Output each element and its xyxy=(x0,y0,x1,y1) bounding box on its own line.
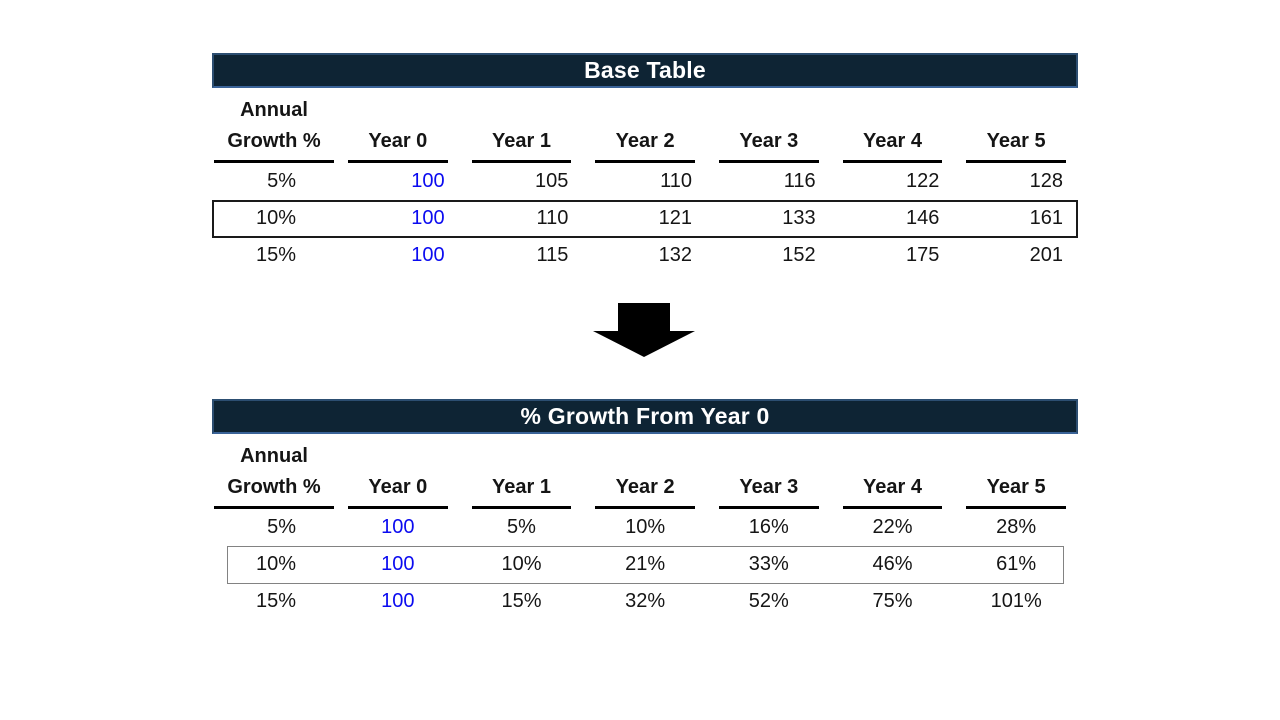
value-cell: 105 xyxy=(534,170,569,192)
column-header-growth-pct: Growth % xyxy=(227,476,321,498)
column-header-annual: Annual xyxy=(240,445,308,467)
value-cell: 152 xyxy=(782,244,816,266)
value-cell: 116 xyxy=(783,170,816,192)
value-cell: 110 xyxy=(660,170,692,192)
value-cell: 16% xyxy=(748,516,789,538)
column-header-year3: Year 3 xyxy=(718,126,819,163)
column-header-annual-growth: Annual Growth % xyxy=(214,95,334,163)
value-cell: 15% xyxy=(501,590,542,612)
value-cell: 10% xyxy=(501,553,542,575)
growth-rate-cell: 10% xyxy=(255,553,296,575)
value-cell: 33% xyxy=(748,553,789,575)
base-table-header-row: Annual Growth % Year 0 Year 1 Year 2 Yea… xyxy=(212,88,1078,163)
column-header-year4: Year 4 xyxy=(842,472,943,509)
table-row-10pct: 10% 100 110 121 133 146 161 xyxy=(212,200,1078,237)
column-header-year3: Year 3 xyxy=(718,472,819,509)
value-cell: 52% xyxy=(748,590,789,612)
value-cell: 115 xyxy=(536,244,569,266)
down-arrow-head xyxy=(593,331,695,357)
column-header-year0: Year 0 xyxy=(348,472,448,509)
down-arrow-stem xyxy=(618,303,670,331)
pct-growth-table: % Growth From Year 0 Annual Growth % Yea… xyxy=(212,399,1078,620)
column-header-year0: Year 0 xyxy=(348,126,448,163)
year0-value-cell: 100 xyxy=(411,207,445,229)
value-cell: 133 xyxy=(782,207,816,229)
column-header-growth-pct: Growth % xyxy=(227,130,321,152)
column-header-annual: Annual xyxy=(240,99,308,121)
value-cell: 161 xyxy=(1029,207,1063,229)
growth-rate-cell: 15% xyxy=(255,590,296,612)
value-cell: 146 xyxy=(905,207,940,229)
value-cell: 132 xyxy=(658,244,692,266)
year0-value-cell: 100 xyxy=(411,244,445,266)
value-cell: 5% xyxy=(507,516,536,538)
value-cell: 22% xyxy=(872,516,913,538)
year0-value-cell: 100 xyxy=(381,553,415,575)
value-cell: 21% xyxy=(625,553,666,575)
base-table-title-bar: Base Table xyxy=(212,53,1078,88)
pct-table-title: % Growth From Year 0 xyxy=(520,403,770,429)
column-header-year4: Year 4 xyxy=(842,126,943,163)
growth-rate-cell: 15% xyxy=(255,244,296,266)
column-header-year2: Year 2 xyxy=(595,472,695,509)
pct-table-header-row: Annual Growth % Year 0 Year 1 Year 2 Yea… xyxy=(212,434,1078,509)
value-cell: 121 xyxy=(658,207,692,229)
down-arrow-icon xyxy=(593,303,695,357)
year0-value-cell: 100 xyxy=(381,590,415,612)
table-row-5pct: 5% 100 5% 10% 16% 22% 28% xyxy=(212,509,1078,546)
value-cell: 75% xyxy=(872,590,913,612)
column-header-year2: Year 2 xyxy=(595,126,695,163)
value-cell: 61% xyxy=(996,553,1037,575)
value-cell: 32% xyxy=(625,590,666,612)
table-row-10pct: 10% 100 10% 21% 33% 46% 61% xyxy=(212,546,1078,583)
value-cell: 101% xyxy=(990,590,1042,612)
value-cell: 175 xyxy=(905,244,940,266)
table-row-15pct: 15% 100 115 132 152 175 201 xyxy=(212,237,1078,274)
base-table-title: Base Table xyxy=(584,57,706,83)
growth-rate-cell: 5% xyxy=(267,170,296,192)
growth-rate-cell: 10% xyxy=(255,207,296,229)
column-header-year1: Year 1 xyxy=(471,126,572,163)
table-row-5pct: 5% 100 105 110 116 122 128 xyxy=(212,163,1078,200)
value-cell: 110 xyxy=(536,207,569,229)
column-header-annual-growth: Annual Growth % xyxy=(214,441,334,509)
value-cell: 201 xyxy=(1029,244,1063,266)
column-header-year5: Year 5 xyxy=(966,126,1066,163)
value-cell: 128 xyxy=(1029,170,1063,192)
value-cell: 28% xyxy=(996,516,1037,538)
year0-value-cell: 100 xyxy=(381,516,415,538)
column-header-year1: Year 1 xyxy=(471,472,572,509)
pct-table-title-bar: % Growth From Year 0 xyxy=(212,399,1078,434)
growth-rate-cell: 5% xyxy=(267,516,296,538)
year0-value-cell: 100 xyxy=(411,170,445,192)
value-cell: 46% xyxy=(872,553,913,575)
base-table: Base Table Annual Growth % Year 0 Year 1… xyxy=(212,53,1078,274)
value-cell: 122 xyxy=(905,170,940,192)
table-row-15pct: 15% 100 15% 32% 52% 75% 101% xyxy=(212,583,1078,620)
value-cell: 10% xyxy=(625,516,666,538)
column-header-year5: Year 5 xyxy=(966,472,1066,509)
